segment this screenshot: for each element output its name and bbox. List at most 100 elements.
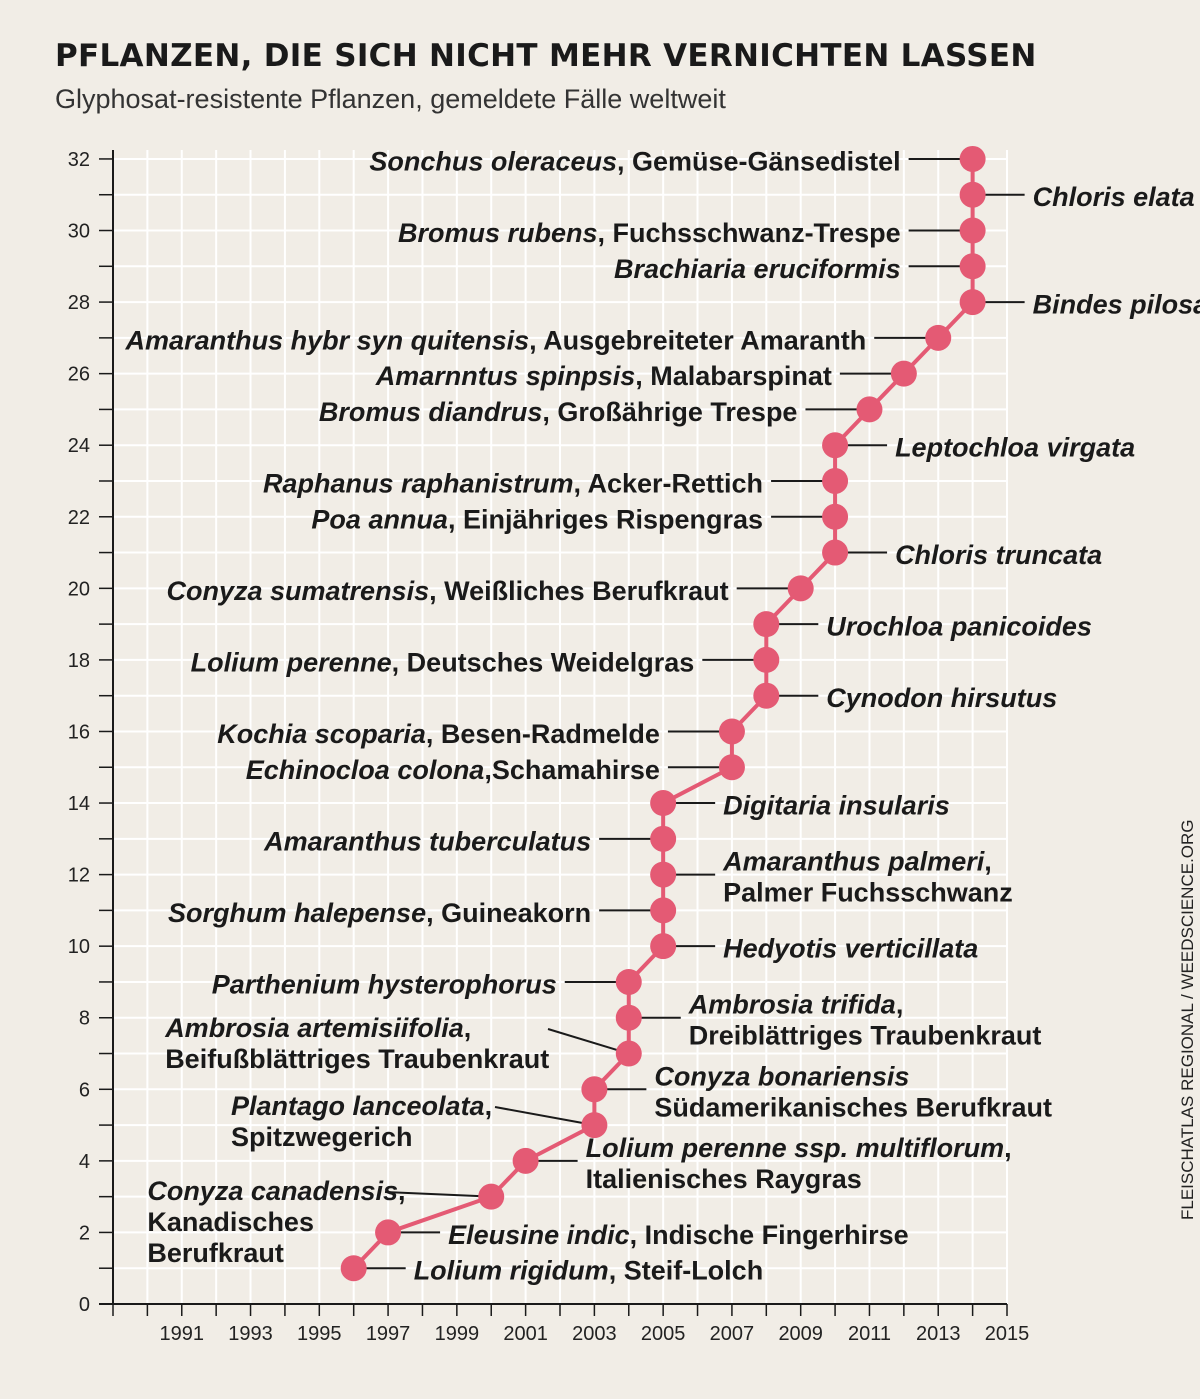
common-name: , Malabarspinat (635, 361, 832, 391)
data-point (959, 145, 986, 172)
y-tick-label: 12 (68, 865, 90, 887)
data-point (512, 1147, 539, 1174)
common-name: Italienisches Raygras (586, 1164, 862, 1194)
x-tick-label: 1999 (435, 1323, 480, 1345)
point-label: Poa annua, Einjähriges Rispengras (311, 504, 763, 534)
data-point (959, 217, 986, 244)
species-name: Echinocloa colona (246, 755, 485, 785)
point-label: Ambrosia artemisiifolia, Beifußblättriges… (164, 1013, 549, 1074)
y-tick-label: 32 (68, 149, 90, 171)
species-name: Bromus diandrus (319, 397, 543, 427)
data-point (615, 1004, 642, 1031)
species-name: Cynodon hirsutus (826, 683, 1057, 713)
data-points (340, 145, 986, 1282)
y-tick-label: 4 (79, 1151, 90, 1173)
point-label: Amaranthus tuberculatus (263, 826, 591, 856)
leader-line (547, 1028, 630, 1055)
data-point (615, 968, 642, 995)
common-name: , Gemüse-Gänsedistel (617, 146, 901, 176)
x-tick-label: 2011 (848, 1323, 891, 1345)
species-name: Ambrosia artemisiifolia (164, 1013, 464, 1043)
x-tick-label: 1993 (228, 1323, 273, 1345)
point-label: Bindes pilosa (1033, 290, 1200, 320)
point-label: Bromus diandrus, Großährige Trespe (319, 397, 798, 427)
common-name: Dreiblättriges Traubenkraut (689, 1021, 1042, 1051)
common-name: , (1004, 1133, 1012, 1163)
species-name: Poa annua (311, 504, 448, 534)
common-name: , (984, 847, 992, 877)
x-tick-label: 2007 (710, 1323, 755, 1345)
data-point (959, 289, 986, 316)
point-label: Amarnntus spinpsis, Malabarspinat (375, 361, 832, 391)
species-name: Urochloa panicoides (826, 612, 1092, 642)
common-name: , (896, 990, 904, 1020)
species-name: Leptochloa virgata (895, 433, 1135, 463)
data-point (890, 360, 917, 387)
data-point (925, 324, 952, 351)
point-label: Amaranthus palmeri, Palmer Fuchsschwanz (722, 847, 1013, 908)
common-name: , Acker-Rettich (574, 468, 764, 498)
y-tick-label: 6 (79, 1079, 90, 1101)
species-name: Amaranthus hybr syn quitensis (125, 325, 530, 355)
data-point (753, 682, 780, 709)
point-label: Hedyotis verticillata (723, 934, 978, 964)
data-point (581, 1076, 608, 1103)
point-label: Plantago lanceolata, Spitzwegerich (231, 1091, 492, 1152)
species-name: Chloris truncata (895, 540, 1102, 570)
x-tick-label: 2013 (916, 1323, 961, 1345)
data-point (340, 1255, 367, 1282)
point-label: Chloris truncata (895, 540, 1102, 570)
common-name: , Guineakorn (426, 898, 591, 928)
x-tick-label: 2001 (503, 1323, 548, 1345)
data-point (753, 611, 780, 638)
common-name: , Fuchsschwanz-Trespe (598, 218, 901, 248)
point-label: Kochia scoparia, Besen-Radmelde (217, 719, 660, 749)
point-label: Leptochloa virgata (895, 433, 1135, 463)
species-name: Raphanus raphanistrum (263, 468, 574, 498)
data-point (615, 1040, 642, 1067)
point-label: Lolium perenne ssp. multiflorum, Italieni… (586, 1133, 1012, 1194)
species-name: Bindes pilosa (1033, 290, 1200, 320)
y-tick-label: 18 (68, 650, 90, 672)
leader-line (494, 1106, 595, 1127)
common-name: , Besen-Radmelde (426, 719, 660, 749)
point-label: Amaranthus hybr syn quitensis, Ausgebrei… (125, 325, 867, 355)
species-name: Chloris elata (1033, 182, 1195, 212)
common-name: Spitzwegerich (231, 1122, 413, 1152)
data-point (822, 467, 849, 494)
species-name: Lolium perenne (191, 647, 392, 677)
species-name: Digitaria insularis (723, 791, 950, 821)
point-label: Lolium rigidum, Steif-Lolch (414, 1256, 764, 1286)
data-point (650, 790, 677, 817)
point-label: Parthenium hysterophorus (212, 969, 557, 999)
species-name: Bromus rubens (398, 218, 598, 248)
species-name: Sonchus oleraceus (369, 146, 617, 176)
point-label: Urochloa panicoides (826, 612, 1092, 642)
point-label: Digitaria insularis (723, 791, 950, 821)
point-label: Eleusine indic, Indische Fingerhirse (448, 1220, 909, 1250)
data-point (650, 861, 677, 888)
point-label: Cynodon hirsutus (826, 683, 1057, 713)
x-tick-label: 1995 (297, 1323, 342, 1345)
species-name: Hedyotis verticillata (723, 934, 978, 964)
common-name: Kanadisches (147, 1207, 314, 1237)
data-point (718, 754, 745, 781)
leader-line (384, 1191, 492, 1198)
point-label: Brachiaria eruciformis (614, 254, 901, 284)
y-tick-label: 22 (68, 507, 90, 529)
point-label: Chloris elata (1033, 182, 1195, 212)
common-name: , (464, 1013, 472, 1043)
species-name: Ambrosia trifida (688, 990, 896, 1020)
y-tick-label: 26 (68, 364, 90, 386)
common-name: Berufkraut (147, 1238, 284, 1268)
species-name: Brachiaria eruciformis (614, 254, 901, 284)
common-name: Südamerikanisches Berufkraut (654, 1092, 1052, 1122)
data-point (959, 253, 986, 280)
common-name: Palmer Fuchsschwanz (723, 878, 1013, 908)
point-label: Bromus rubens, Fuchsschwanz-Trespe (398, 218, 901, 248)
data-point (787, 575, 814, 602)
data-point (856, 396, 883, 423)
common-name: , (398, 1176, 406, 1206)
